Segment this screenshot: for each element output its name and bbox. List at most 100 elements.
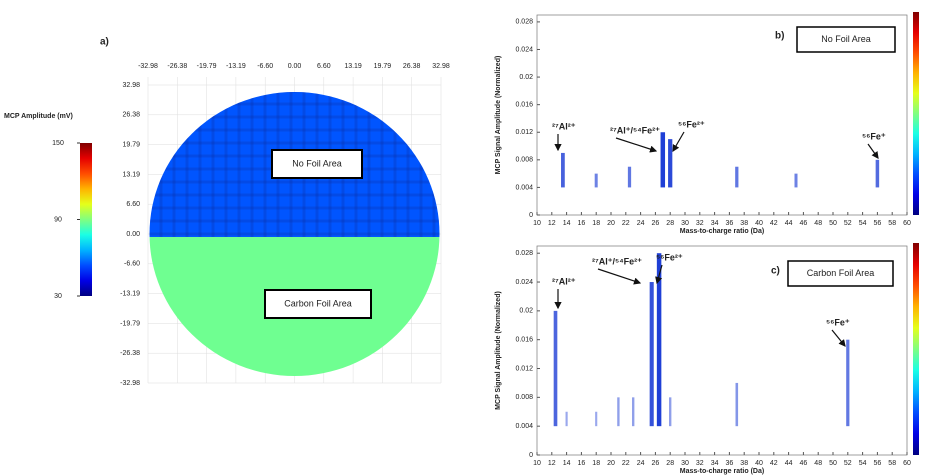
x-tick-label: 52: [844, 460, 852, 467]
annotation-arrow: [672, 131, 685, 153]
peak: [553, 310, 558, 427]
y-tick-label: 0.004: [515, 423, 533, 430]
x-tick-label: 48: [814, 220, 822, 227]
x-axis-label: Mass-to-charge ratio (Da): [680, 228, 764, 235]
disk: [149, 92, 440, 376]
annotation-arrow: [597, 268, 642, 285]
x-tick-label: 52: [844, 220, 852, 227]
x-tick-label: 19.79: [374, 63, 392, 70]
peak: [594, 173, 598, 188]
x-tick-label: 12: [548, 220, 556, 227]
peak: [660, 132, 666, 188]
x-tick-label: 50: [829, 220, 837, 227]
annotation: ²⁷Al²⁺: [552, 276, 576, 286]
x-tick-label: 22: [622, 460, 630, 467]
x-tick-label: 10: [533, 460, 541, 467]
colorbar-label: MCP Amplitude (mV): [4, 113, 73, 120]
peak: [668, 139, 673, 188]
y-tick-label: 0.02: [519, 74, 533, 81]
panel-label: b): [775, 31, 784, 42]
x-tick-label: 26: [652, 460, 660, 467]
callout-box: [796, 26, 896, 53]
colorbar-tick-label: 150: [52, 140, 64, 147]
peak: [669, 397, 672, 427]
y-tick-label: -32.98: [120, 380, 140, 387]
callout-box: [787, 260, 894, 287]
y-tick-label: 13.19: [122, 171, 140, 178]
x-tick-label: 36: [726, 460, 734, 467]
peak: [735, 382, 739, 427]
peak: [617, 397, 620, 427]
x-tick-label: 18: [592, 220, 600, 227]
x-tick-label: 32: [696, 460, 704, 467]
x-tick-label: 60: [903, 460, 911, 467]
x-tick-label: 24: [637, 460, 645, 467]
annotation: ⁵⁶Fe⁺: [826, 317, 850, 327]
callout-label: No Foil Area: [821, 34, 871, 44]
x-tick-label: 6.60: [317, 63, 331, 70]
y-tick-label: 0.024: [515, 46, 533, 53]
y-tick-label: 0.02: [519, 308, 533, 315]
y-tick-label: 32.98: [122, 82, 140, 89]
x-tick-label: 44: [785, 220, 793, 227]
y-tick-label: 0.016: [515, 337, 533, 344]
peak: [875, 159, 880, 188]
x-tick-label: 22: [622, 220, 630, 227]
x-tick-label: 54: [859, 220, 867, 227]
x-tick-label: 54: [859, 460, 867, 467]
annotation: ⁵⁶Fe²⁺: [656, 252, 683, 262]
annotation: ⁵⁶Fe⁺: [862, 131, 886, 141]
y-tick-label: 0.028: [515, 250, 533, 257]
x-tick-label: 56: [874, 460, 882, 467]
x-tick-label: 60: [903, 220, 911, 227]
x-tick-label: 12: [548, 460, 556, 467]
x-tick-label: 40: [755, 460, 763, 467]
x-tick-label: 26: [652, 220, 660, 227]
colorbar: [913, 243, 919, 455]
x-tick-label: 28: [666, 220, 674, 227]
y-tick-label: 26.38: [122, 112, 140, 119]
x-tick-label: 36: [726, 220, 734, 227]
x-tick-label: 13.19: [344, 63, 362, 70]
peak: [735, 166, 739, 188]
callout-label: Carbon Foil Area: [807, 268, 875, 278]
y-tick-label: 0.028: [515, 19, 533, 26]
y-tick-label: -26.38: [120, 350, 140, 357]
y-tick-label: 0: [529, 452, 533, 459]
x-tick-label: 30: [681, 460, 689, 467]
x-tick-label: 58: [888, 460, 896, 467]
colorbar: [80, 143, 92, 296]
panel-label: a): [100, 37, 109, 48]
y-tick-label: 0.00: [126, 231, 140, 238]
annotation: ⁵⁶Fe²⁺: [678, 119, 705, 129]
x-tick-label: -13.19: [226, 63, 246, 70]
x-tick-label: 18: [592, 460, 600, 467]
peak: [656, 253, 662, 427]
x-tick-label: -26.38: [167, 63, 187, 70]
x-tick-label: 26.38: [403, 63, 421, 70]
x-tick-label: 44: [785, 460, 793, 467]
y-tick-label: -6.60: [124, 261, 140, 268]
callout-box: [264, 289, 372, 319]
annotation: ²⁷Al²⁺: [552, 121, 576, 131]
x-tick-label: 38: [740, 220, 748, 227]
x-tick-label: 32.98: [432, 63, 450, 70]
y-tick-label: 0.012: [515, 365, 533, 372]
y-tick-label: 0.008: [515, 157, 533, 164]
x-tick-label: 50: [829, 460, 837, 467]
y-tick-label: 0.008: [515, 394, 533, 401]
callout-label: No Foil Area: [292, 158, 342, 168]
x-tick-label: 20: [607, 220, 615, 227]
x-tick-label: 32: [696, 220, 704, 227]
annotation: ²⁷Al⁺/⁵⁴Fe²⁺: [610, 125, 660, 135]
y-tick-label: 0.016: [515, 101, 533, 108]
x-tick-label: 40: [755, 220, 763, 227]
x-tick-label: 30: [681, 220, 689, 227]
x-tick-label: 28: [666, 460, 674, 467]
peak: [632, 397, 635, 427]
y-tick-label: -13.19: [120, 290, 140, 297]
x-tick-label: 16: [578, 460, 586, 467]
x-tick-label: 46: [800, 220, 808, 227]
y-axis-label: MCP Signal Amplitude (Normalized): [495, 291, 502, 410]
